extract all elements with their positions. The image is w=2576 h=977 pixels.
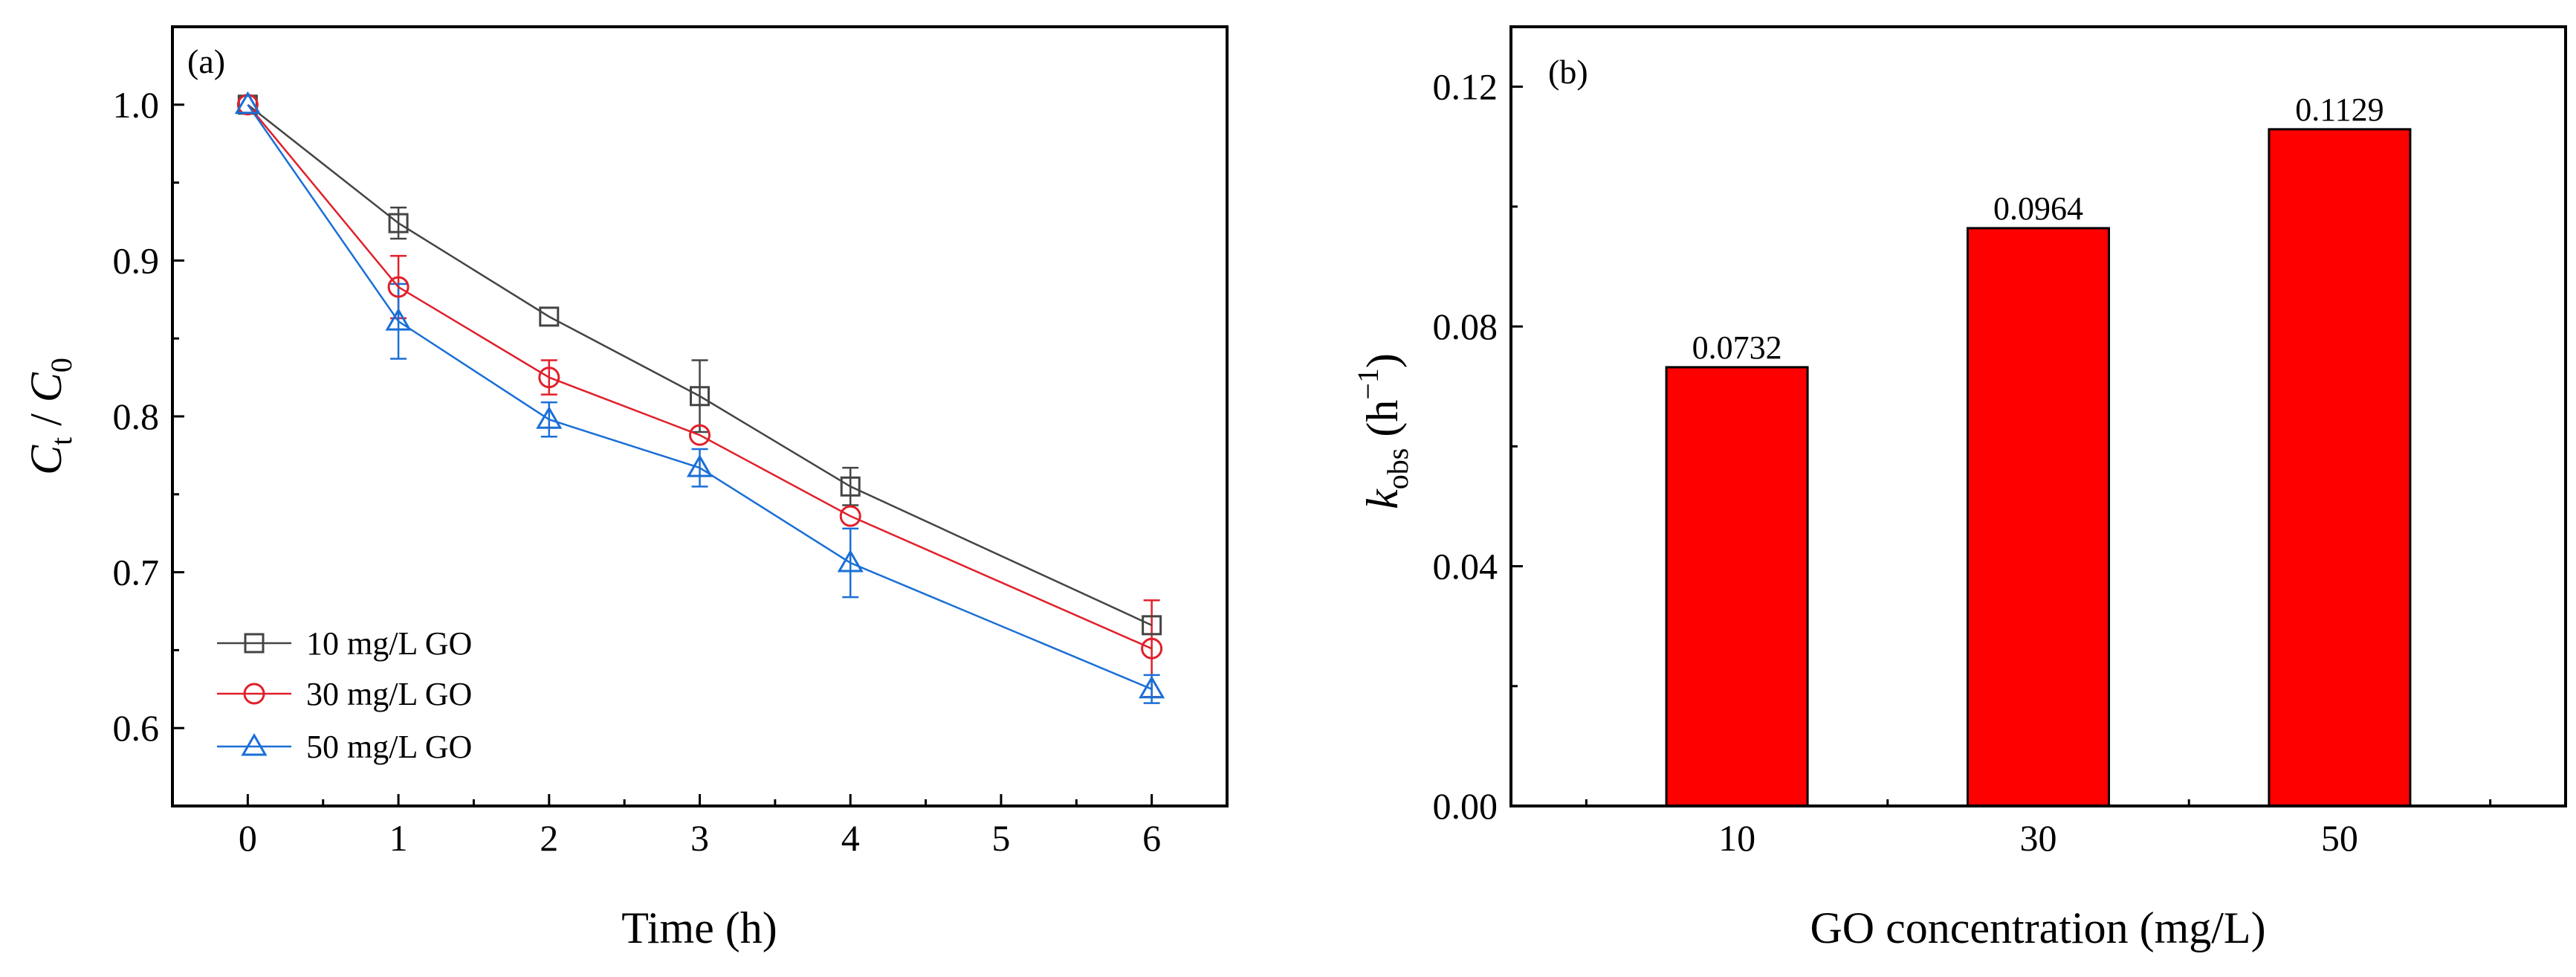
b-tick-labels: 0.00 0.04 0.08 0.12 10 30 50 [1433,66,2358,859]
a-x-tick-label: 6 [1142,817,1161,859]
a-panel-label: (a) [187,42,225,80]
b-plot-frame [1509,25,2567,807]
a-y-tick-label: 0.7 [113,552,160,593]
series-line-30 [247,104,1153,650]
b-x-tick-label: 50 [2321,817,2358,859]
a-series-lines [247,103,1153,690]
point-10 [690,386,710,407]
b-y-tick-label: 0.00 [1433,785,1498,827]
legend-label-50: 50 mg/L GO [306,729,472,765]
a-y-tick-label: 0.9 [113,239,160,281]
point-30 [689,424,711,446]
a-ylabel-c: C [22,445,71,475]
point-50 [686,454,713,477]
a-x-axis-label: Time (h) [621,903,777,952]
b-ylabel-unit: (h [1358,400,1407,448]
b-bars [1665,128,2412,807]
a-x-tick-label: 1 [389,817,408,859]
b-x-tick-label: 10 [1718,817,1755,859]
point-50 [1139,675,1165,699]
b-y-axis-label: kobs (h−1) [1351,353,1414,509]
a-tick-labels: 0 1 2 3 4 5 6 0.6 0.7 0.8 0.9 1.0 [113,84,1162,859]
point-10 [1142,615,1162,636]
point-10 [539,306,560,327]
a-ylabel-c0: C [22,372,71,402]
legend-item-10: 10 mg/L GO [217,625,472,662]
a-x-tick-label: 5 [991,817,1010,859]
b-ylabel-sup: −1 [1351,368,1385,400]
a-error-bars [390,206,1160,704]
point-30 [387,276,410,298]
a-ylabel-zero: 0 [45,358,78,373]
b-y-tick-label: 0.12 [1433,66,1498,108]
legend-label-10: 10 mg/L GO [306,625,472,662]
legend-item-50: 50 mg/L GO [217,729,472,765]
series-line-10 [247,103,1153,626]
series-line-50 [247,104,1153,690]
panel-a: 0 1 2 3 4 5 6 0.6 0.7 0.8 0.9 1.0 (a) Time (h) Ct /… [22,25,1229,952]
point-30 [839,505,861,527]
a-y-tick-label: 0.8 [113,396,160,437]
a-ylabel-t: t [45,437,78,445]
point-30 [1141,637,1163,660]
bar-value-label-30: 0.0964 [1993,190,2083,227]
b-y-tick-label: 0.04 [1433,546,1498,587]
b-x-axis-label: GO concentration (mg/L) [1810,903,2265,952]
a-x-tick-label: 2 [540,817,558,859]
bar-value-label-50: 0.1129 [2295,91,2384,128]
a-y-tick-label: 0.6 [113,707,160,749]
a-ylabel-slash: / [22,402,71,437]
b-data-labels: 0.0732 0.0964 0.1129 [1692,91,2384,366]
legend-item-30: 30 mg/L GO [217,676,472,712]
point-50 [536,406,563,429]
a-x-tick-label: 4 [841,817,860,859]
a-y-tick-label: 1.0 [113,84,160,126]
b-y-tick-label: 0.08 [1433,306,1498,347]
legend-triangle-marker [241,732,268,756]
point-30 [538,367,560,389]
b-panel-label: (b) [1548,53,1588,91]
a-major-ticks [172,103,1153,806]
bar-10 [1665,366,1809,807]
legend-circle-marker [243,683,265,705]
a-legend: 10 mg/L GO 30 mg/L GO 50 mg/L GO [217,625,472,765]
b-ylabel-k: k [1358,488,1407,509]
point-50 [385,308,412,331]
b-x-tick-label: 30 [2020,817,2057,859]
point-10 [840,476,861,497]
bar-30 [1967,227,2110,807]
b-ylabel-close: ) [1358,353,1407,368]
bar-50 [2268,128,2412,807]
point-50 [234,91,261,115]
bar-value-label-10: 0.0732 [1692,329,1782,366]
point-50 [837,549,864,573]
a-markers [234,91,1165,699]
a-y-axis-label: Ct / C0 [22,358,78,475]
b-ylabel-sub: obs [1381,448,1414,490]
a-plot-frame [171,25,1229,807]
point-10 [388,213,409,233]
legend-square-marker [244,633,265,654]
legend-label-30: 30 mg/L GO [306,676,472,712]
a-x-tick-label: 3 [690,817,709,859]
a-x-tick-label: 0 [239,817,257,859]
panel-b: 0.00 0.04 0.08 0.12 10 30 50 0.0732 0.0964 0.112… [1351,25,2567,952]
